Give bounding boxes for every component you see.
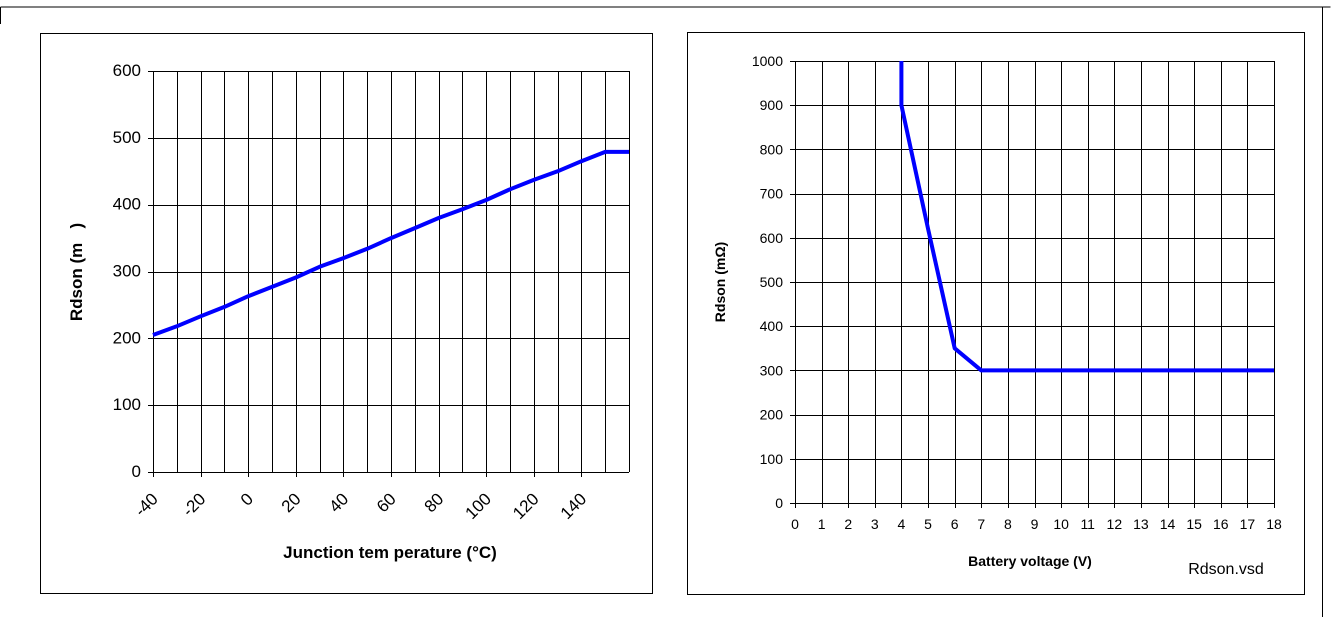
left-chart-xtick-label: 0	[237, 489, 257, 509]
left-chart-xtick-label: -20	[179, 489, 210, 520]
right-chart-ytick-label: 100	[760, 451, 784, 467]
left-chart-xtick-label: 120	[509, 489, 542, 522]
left-chart-ytick-label: 200	[113, 328, 141, 347]
right-chart-ytick-label: 0	[775, 495, 783, 511]
left-chart-ylabel: Rdson (m )	[67, 223, 86, 321]
right-chart-xtick-label: 10	[1053, 516, 1069, 532]
right-chart-ytick-label: 400	[760, 318, 784, 334]
right-chart-xtick-label: 14	[1160, 516, 1176, 532]
right-chart-marks	[899, 61, 1274, 373]
right-chart-xtick-label: 12	[1107, 516, 1123, 532]
right-chart-ylabel: Rdson (mΩ)	[712, 242, 728, 322]
right-chart-xtick-label: 16	[1213, 516, 1229, 532]
left-chart-marks	[152, 149, 629, 337]
right-chart-xtick-label: 5	[924, 516, 932, 532]
right-chart-ytick-label: 700	[760, 186, 784, 202]
left-chart-xtick-label: 100	[462, 489, 495, 522]
left-chart-ytick-label: 0	[132, 462, 141, 481]
right-chart-xtick-label: 1	[818, 516, 826, 532]
right-chart-xtick-label: 3	[871, 516, 879, 532]
right-chart-xtick-label: 11	[1080, 516, 1095, 532]
left-chart-xtick-label: 40	[325, 489, 352, 516]
right-chart-ytick-label: 800	[760, 141, 784, 157]
right-chart-xtick-label: 8	[1004, 516, 1012, 532]
left-chart-ytick-label: 100	[113, 395, 141, 414]
right-chart-xtick-label: 0	[791, 516, 799, 532]
left-chart-ytick-label: 300	[113, 262, 141, 281]
left-chart-frame	[40, 33, 653, 594]
left-chart-xtick-label: 140	[557, 489, 590, 522]
right-chart-frame	[687, 32, 1305, 595]
left-chart-ticks: 0 100 200 300 400 500 600 -40 -20 0 20 40 60 80 100 120…	[113, 61, 591, 523]
right-chart-xtick-label: 18	[1266, 516, 1282, 532]
left-chart-xtick-label: 20	[278, 489, 305, 516]
right-chart-ytick-label: 300	[760, 362, 784, 378]
right-chart-xtick-label: 7	[977, 516, 985, 532]
left-chart-xtick-label: -40	[131, 489, 162, 520]
right-chart-ytick-label: 900	[760, 97, 784, 113]
right-chart-ytick-label: 1000	[752, 53, 783, 69]
right-chart-xtick-label: 9	[1031, 516, 1039, 532]
right-chart-ytick-label: 600	[760, 230, 784, 246]
left-chart-ytick-label: 600	[113, 61, 141, 80]
right-chart-xlabel: Battery voltage (V)	[968, 553, 1092, 569]
left-chart-ytick-label: 500	[113, 128, 141, 147]
left-chart-xtick-label: 80	[421, 489, 448, 516]
left-chart-gridlines	[148, 71, 630, 477]
left-chart-ytick-label: 400	[113, 195, 141, 214]
right-chart-xtick-label: 15	[1186, 516, 1202, 532]
right-chart-xtick-label: 4	[898, 516, 906, 532]
left-chart-series-line	[152, 149, 629, 337]
left-chart: 0 100 200 300 400 500 600 -40 -20 0 20 40 60 80 100 120…	[67, 61, 630, 562]
right-chart-ytick-label: 500	[760, 274, 784, 290]
left-chart-xtick-label: 60	[373, 489, 400, 516]
right-chart-gridlines	[790, 61, 1275, 508]
right-chart-xtick-label: 13	[1133, 516, 1149, 532]
right-chart-xtick-label: 2	[844, 516, 852, 532]
file-name-label: Rdson.vsd	[1188, 561, 1264, 578]
right-chart-xtick-label: 6	[951, 516, 959, 532]
left-chart-xlabel: Junction tem perature (°C)	[283, 543, 497, 562]
right-chart-ytick-label: 200	[760, 407, 784, 423]
right-chart-series-line	[899, 61, 1274, 373]
right-chart-xtick-label: 17	[1240, 516, 1256, 532]
